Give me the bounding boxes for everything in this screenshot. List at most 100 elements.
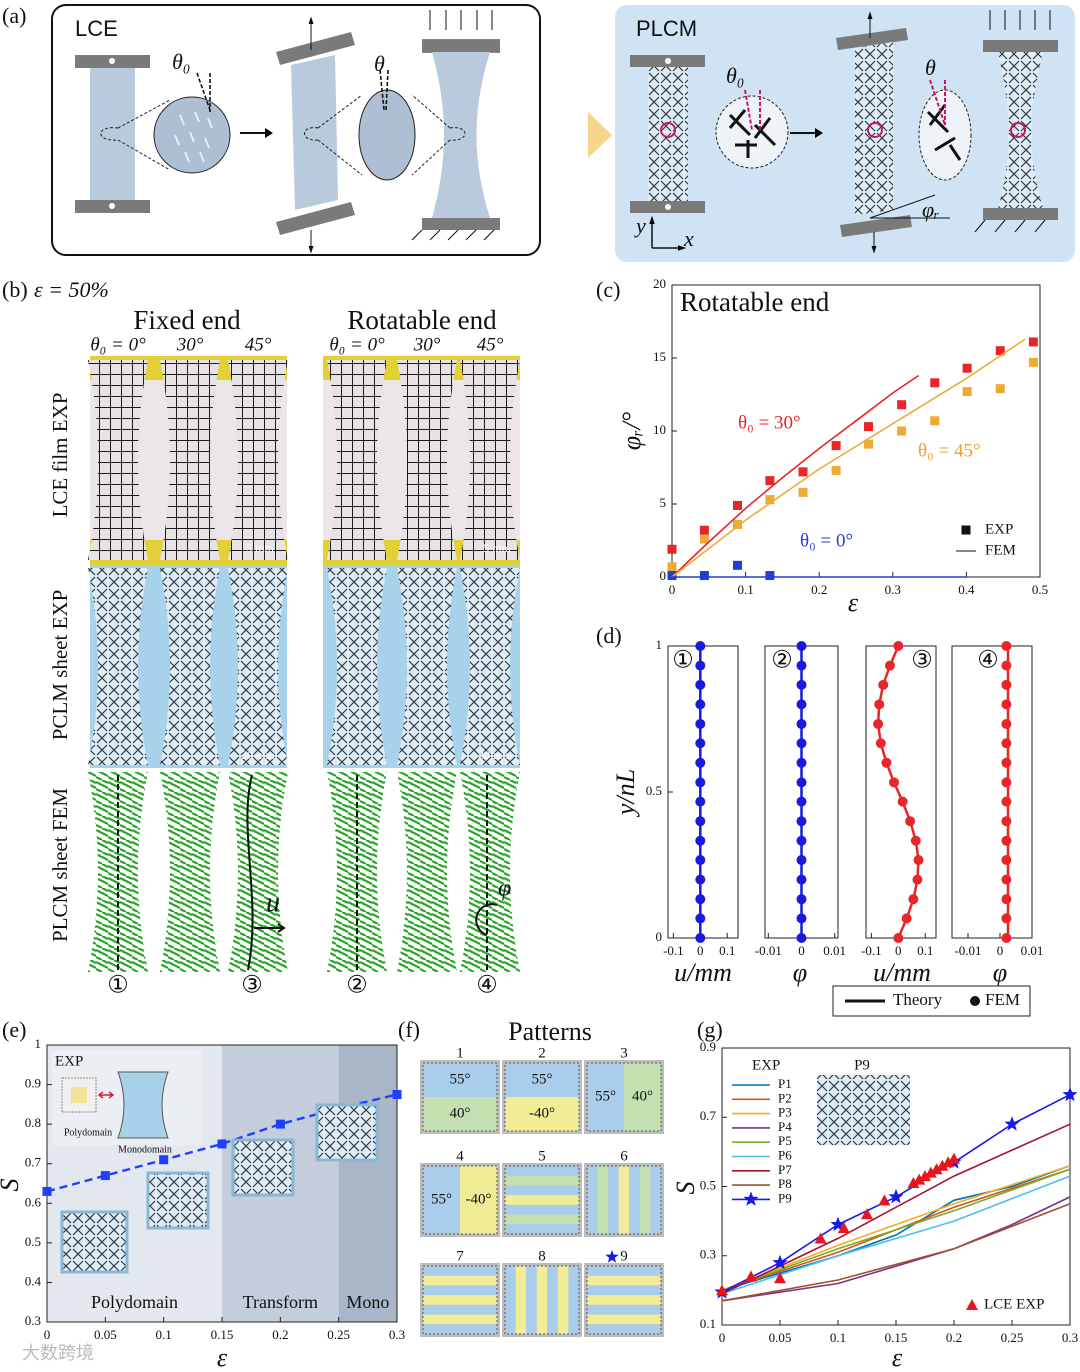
x-tick-label: 0.2 [946,1330,962,1345]
marker-circle [695,757,706,768]
x-tick-label: 0.1 [719,943,735,958]
marker-circle [796,855,807,866]
marker-circle [796,796,807,807]
marker-circle [1001,913,1012,924]
strain-label: ε = 50% [34,277,109,302]
tile-region [505,1097,579,1131]
y-tick-label: 0.7 [700,1108,717,1123]
legend-marker [970,996,980,1006]
x-tick-label: 0.05 [769,1330,792,1345]
y-tick-label: 0.6 [25,1194,42,1209]
x-axis-label: ε [217,1343,228,1372]
sample-image [146,1171,210,1230]
marker-triangle [837,1222,850,1234]
marker-circle [1001,777,1012,788]
tile-stripe [423,1304,497,1315]
specimen [228,360,288,560]
marker-square [667,562,677,572]
marker-square [995,384,1005,394]
legend-label: P2 [778,1090,792,1105]
marker-circle [893,641,904,651]
tile-stripe [423,1266,497,1276]
x-tick-label: 0.1 [737,582,753,597]
marker-triangle [966,1299,978,1310]
marker-star [743,1191,759,1206]
legend-label: P9 [778,1190,792,1205]
monodomain-icon [117,1071,169,1139]
tile-stripe [587,1285,661,1296]
tile-region [423,1063,497,1097]
marker-triangle [924,1166,937,1178]
marker-circle [901,913,912,924]
tile-border [422,1265,498,1335]
tile-border [586,1062,662,1132]
tile-border [504,1265,580,1335]
x-tick-label: -0.1 [663,943,684,958]
marker-circle [912,874,923,885]
marker-star [772,1254,788,1270]
tile-angle: 55° [431,1191,452,1207]
y-tick-label: 0.5 [700,1177,716,1192]
x-tick-label: 0.25 [327,1327,350,1342]
angle-label: 45° [477,334,504,355]
marker-circle [1001,699,1012,710]
y-tick-label: 10 [653,422,666,437]
marker-circle [1001,757,1012,768]
tile-border [504,1165,580,1235]
marker-square [1028,357,1038,367]
tile-stripe [587,1324,661,1334]
tile-stripe [547,1266,558,1334]
y-tick-label: 0.3 [700,1247,716,1262]
scale-bar-label: 30 mm [241,748,275,762]
marker-circle [695,699,706,710]
marker-circle [695,933,706,943]
annotation: θ₀ = 0° [800,530,853,551]
marker-circle [908,894,919,905]
series-line [671,338,1026,578]
y-tick-label: 0.5 [646,783,662,798]
position-marker: ④ [476,973,498,999]
y-axis-label: S [0,1179,24,1192]
y-tick-label: 5 [660,495,667,510]
y-tick-label: 1 [35,1036,42,1051]
tile-region [423,1097,497,1131]
plot-frame [667,645,739,939]
tile-stripe [505,1204,579,1215]
specimen [460,568,520,765]
tile-stripe [587,1266,661,1276]
tile-stripe [505,1266,516,1334]
marker-circle [796,660,807,671]
x-axis-label: ε [892,1343,903,1372]
lce-specimens [75,10,500,254]
tile-stripe [587,1166,598,1234]
marker-circle [905,816,916,827]
specimen [327,568,387,765]
watermark: 大数跨境 [22,1343,94,1364]
marker-circle [796,816,807,827]
tile-number: 3 [620,1045,628,1061]
tile-stripe [505,1175,579,1186]
marker-circle [796,835,807,846]
marker-circle [695,913,706,924]
specimen [327,360,387,560]
tile-border [586,1165,662,1235]
marker-star [1004,1116,1020,1131]
marker-circle [796,738,807,749]
x-tick-label: 0 [895,943,902,958]
tile-stripe [587,1295,661,1305]
polydomain-core [71,1087,87,1103]
marker-circle [796,874,807,885]
marker-circle [1001,660,1012,671]
specimen [397,772,457,972]
tile-stripe [597,1166,609,1234]
x-tick-label: 0.1 [830,1330,846,1345]
marker-square [831,441,841,451]
legend-label: FEM [985,990,1020,1009]
panel-label: (g) [697,1017,723,1042]
tile-angle: 40° [450,1105,471,1121]
specimen [88,772,148,972]
specimen [88,568,148,765]
marker-square [159,1155,169,1165]
inset-label: P9 [854,1057,870,1073]
marker-square [864,422,874,432]
